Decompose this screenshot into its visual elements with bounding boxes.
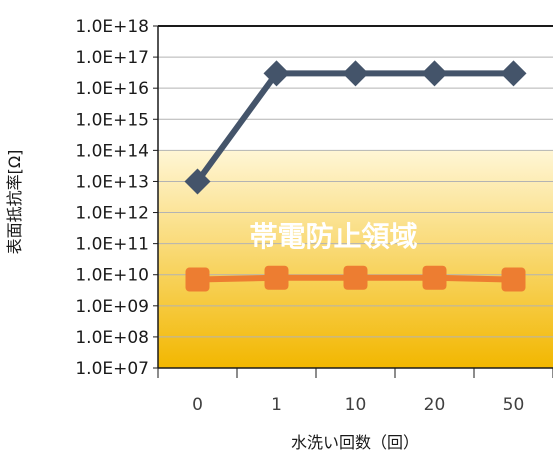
y-tick-label: 1.0E+17 xyxy=(75,48,149,68)
y-tick-label: 1.0E+10 xyxy=(75,266,149,286)
data-point-diamond xyxy=(421,60,448,87)
x-tick-label: 50 xyxy=(503,395,525,415)
y-tick-label: 1.0E+13 xyxy=(75,172,149,192)
x-tick-label: 20 xyxy=(424,395,446,415)
data-point-diamond xyxy=(342,60,369,87)
y-tick-label: 1.0E+12 xyxy=(75,204,149,224)
x-tick-label: 0 xyxy=(192,395,203,415)
y-tick-label: 1.0E+11 xyxy=(75,235,149,255)
y-tick-label: 1.0E+15 xyxy=(75,110,149,130)
data-point-square xyxy=(501,267,526,292)
y-tick-label: 1.0E+14 xyxy=(75,141,149,161)
y-tick-label: 1.0E+08 xyxy=(75,328,149,348)
data-point-square xyxy=(264,265,289,290)
y-tick-label: 1.0E+18 xyxy=(75,17,149,37)
x-axis-title: 水洗い回数（回） xyxy=(291,433,419,452)
x-tick-label: 10 xyxy=(345,395,367,415)
data-point-square xyxy=(185,267,210,292)
y-tick-label: 1.0E+07 xyxy=(75,359,149,379)
data-point-diamond xyxy=(184,168,211,195)
data-point-diamond xyxy=(263,60,290,87)
y-tick-label: 1.0E+09 xyxy=(75,297,149,317)
x-tick-label: 1 xyxy=(271,395,282,415)
data-point-diamond xyxy=(500,60,527,87)
antistatic-band xyxy=(158,150,553,368)
band-label: 帯電防止領域 xyxy=(249,220,417,253)
data-point-square xyxy=(343,265,368,290)
y-tick-label: 1.0E+16 xyxy=(75,79,149,99)
data-point-square xyxy=(422,265,447,290)
y-axis-title: 表面抵抗率[Ω] xyxy=(5,150,24,255)
